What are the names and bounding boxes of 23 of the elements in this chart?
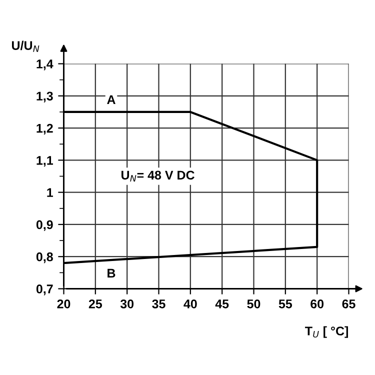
y-tick-label: 0,8 — [36, 252, 53, 264]
x-tick-label: 50 — [247, 299, 260, 308]
x-tick-label: 65 — [342, 299, 356, 308]
y-tick-label: 1,3 — [36, 92, 53, 102]
y-tick-label: 1,4 — [36, 60, 54, 70]
y-axis-title: U/U$_{N}$ — [12, 40, 40, 52]
y-tick-label: 1,2 — [36, 124, 53, 134]
x-tick-label: 40 — [184, 299, 197, 308]
y-tick-label: 1 — [47, 188, 53, 197]
x-tick-label: 25 — [88, 299, 102, 308]
x-tick-label: 35 — [152, 299, 166, 308]
x-tick-label: 45 — [215, 300, 229, 308]
x-axis-title: T$_{U}$ [ °C] — [305, 326, 348, 338]
x-tick-label: 60 — [310, 299, 324, 308]
annotation: A — [107, 95, 116, 104]
x-tick-label: 20 — [57, 299, 70, 308]
y-tick-label: 0,9 — [36, 220, 53, 231]
x-tick-label: 30 — [120, 299, 134, 308]
y-tick-label: 0,7 — [36, 284, 53, 296]
annotation: B — [108, 268, 116, 278]
y-tick-label: 1,1 — [36, 156, 53, 167]
annotation: U$_{N}$= 48 V DC — [122, 170, 194, 182]
x-tick-label: 55 — [278, 300, 292, 308]
